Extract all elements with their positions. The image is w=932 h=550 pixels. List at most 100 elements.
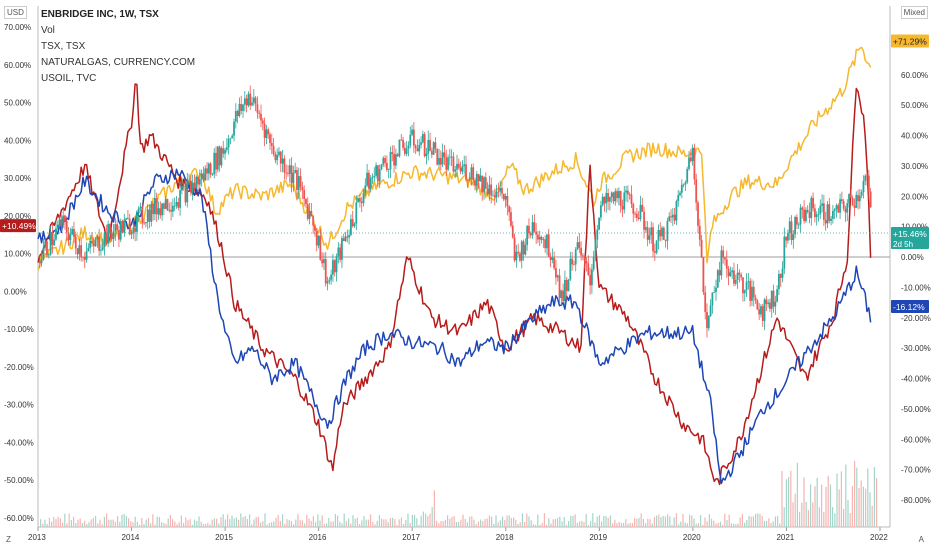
volume-bar <box>165 524 167 527</box>
volume-bar <box>304 523 306 527</box>
volume-bar <box>623 522 625 527</box>
volume-bar <box>508 515 510 527</box>
candle-body <box>263 123 266 138</box>
candle-body <box>607 193 609 202</box>
volume-bar <box>680 521 682 527</box>
x-tick-label: 2022 <box>870 533 888 542</box>
volume-bar <box>75 522 77 527</box>
volume-bar <box>315 522 317 527</box>
volume-bar <box>598 515 600 527</box>
candle-body <box>394 154 397 166</box>
candle-body <box>118 229 120 240</box>
volume-bar <box>55 519 57 527</box>
candle-body <box>193 182 196 189</box>
volume-bar <box>499 520 501 527</box>
volume-bar <box>550 523 552 527</box>
right-y-tick: -70.00% <box>901 466 931 475</box>
auto-scale-button[interactable]: A <box>918 535 924 544</box>
candle-body <box>538 236 541 240</box>
candle-body <box>350 219 352 235</box>
volume-bar <box>220 517 222 527</box>
candle-body <box>105 233 108 244</box>
candle-body <box>254 97 257 105</box>
candle-body <box>475 173 478 186</box>
candle-body <box>598 217 600 230</box>
candle-body <box>82 256 84 258</box>
candle-body <box>411 129 413 135</box>
series-line-naturalgas <box>37 83 872 486</box>
volume-bar <box>585 513 587 527</box>
candle-body <box>564 279 566 301</box>
volume-bar <box>750 516 752 527</box>
volume-bar <box>288 520 290 527</box>
volume-bar <box>196 520 198 527</box>
volume-bar <box>495 515 497 527</box>
candle-body <box>405 148 408 154</box>
candle-body <box>146 209 149 223</box>
volume-bar <box>755 513 757 527</box>
scale-mode-button[interactable]: Mixed <box>900 6 928 19</box>
candle-body <box>67 232 70 241</box>
volume-bar <box>625 519 627 527</box>
candle-body <box>40 259 43 264</box>
candle-body <box>38 261 41 264</box>
candle-body <box>391 152 394 155</box>
volume-bar <box>257 516 259 527</box>
zoom-reset-button[interactable]: Z <box>6 535 11 544</box>
candle-body <box>506 195 509 207</box>
candle-body <box>765 299 768 304</box>
candle-body <box>761 306 764 321</box>
x-tick-label: 2017 <box>402 533 420 542</box>
candle-body <box>109 224 111 234</box>
left-y-tick: 20.00% <box>4 212 31 221</box>
right-y-tick: -10.00% <box>901 283 931 292</box>
candle-body <box>348 234 351 238</box>
volume-bar <box>656 515 658 527</box>
volume-bar <box>768 518 770 527</box>
candle-body <box>716 270 719 288</box>
volume-bar <box>125 516 127 527</box>
last-value-text: +15.46% <box>893 229 927 239</box>
volume-bar <box>664 516 666 527</box>
volume-bar <box>99 519 101 527</box>
candle-body <box>565 279 568 292</box>
candle-body <box>73 229 75 237</box>
volume-bar <box>669 516 671 527</box>
left-y-tick: -10.00% <box>4 325 34 334</box>
currency-label[interactable]: USD <box>4 6 27 19</box>
volume-bar <box>783 507 785 527</box>
candle-body <box>792 234 795 241</box>
volume-bar <box>673 517 675 527</box>
candle-body <box>573 264 575 266</box>
candle-body <box>729 272 732 277</box>
volume-bar <box>433 490 435 527</box>
candle-body <box>62 215 65 226</box>
candle-body <box>722 250 725 258</box>
candle-body <box>74 236 77 249</box>
candle-body <box>778 274 780 290</box>
volume-bar <box>240 513 242 527</box>
candle-body <box>270 142 273 147</box>
candle-body <box>831 211 834 219</box>
candle-body <box>359 198 361 202</box>
candle-body <box>47 254 50 256</box>
volume-bar <box>834 513 836 527</box>
candle-body <box>713 292 716 293</box>
candle-body <box>626 190 629 195</box>
candle-body <box>341 238 343 260</box>
candle-body <box>121 220 124 233</box>
candle-body <box>148 209 151 222</box>
candle-body <box>691 147 694 162</box>
candle-body <box>632 203 635 214</box>
volume-bar <box>266 524 268 527</box>
candle-body <box>173 205 176 207</box>
candle-body <box>515 251 518 261</box>
volume-bar <box>647 518 649 527</box>
candle-body <box>191 182 194 193</box>
volume-bar <box>238 519 240 527</box>
volume-bar <box>167 518 169 527</box>
candle-body <box>619 191 622 206</box>
candle-body <box>119 220 122 240</box>
